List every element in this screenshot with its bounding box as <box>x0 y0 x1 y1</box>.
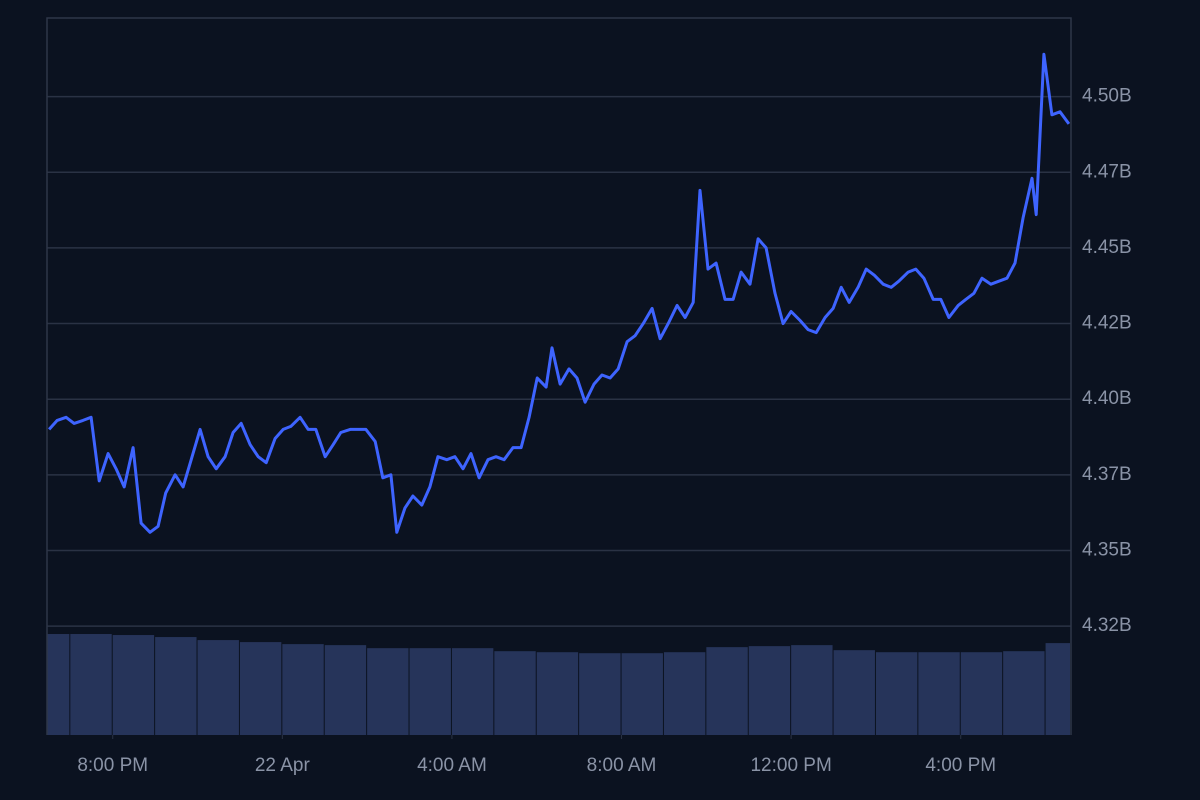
volume-bar <box>536 652 579 735</box>
volume-bar <box>451 648 494 735</box>
volume-bar <box>960 652 1003 735</box>
volume-bar <box>409 648 451 735</box>
volume-bar <box>1045 643 1070 735</box>
volume-bar <box>579 653 621 735</box>
volume-bar <box>367 648 409 735</box>
volume-bar <box>706 647 748 735</box>
x-tick-label: 22 Apr <box>255 755 311 776</box>
y-tick-label: 4.37B <box>1082 464 1132 485</box>
volume-bar <box>748 646 791 735</box>
x-tick-label: 4:00 AM <box>417 755 487 776</box>
x-tick-label: 8:00 AM <box>587 755 657 776</box>
volume-bar <box>1003 651 1045 735</box>
volume-bar <box>239 642 282 735</box>
volume-bar <box>47 634 70 735</box>
volume-bar <box>155 637 197 735</box>
volume-bar <box>875 652 918 735</box>
y-tick-label: 4.42B <box>1082 313 1132 334</box>
volume-bar <box>663 652 706 735</box>
y-tick-label: 4.40B <box>1082 388 1132 409</box>
x-tick-label: 8:00 PM <box>77 755 148 776</box>
plot-frame <box>46 17 1072 735</box>
x-tick-label: 4:00 PM <box>925 755 996 776</box>
y-tick-label: 4.50B <box>1082 86 1132 107</box>
volume-bar <box>918 652 960 735</box>
volume-bar <box>621 653 663 735</box>
y-tick-label: 4.35B <box>1082 539 1132 560</box>
volume-bar <box>282 644 324 735</box>
y-tick-label: 4.45B <box>1082 237 1132 258</box>
volume-bar <box>70 634 112 735</box>
volume-bar <box>494 651 536 735</box>
volume-bar <box>197 640 239 735</box>
x-tick-label: 12:00 PM <box>750 755 831 776</box>
price-line <box>47 52 1071 534</box>
volume-bar <box>324 645 367 735</box>
volume-bar <box>791 645 833 735</box>
y-tick-label: 4.47B <box>1082 161 1132 182</box>
volume-bar <box>833 650 875 735</box>
y-tick-label: 4.32B <box>1082 615 1132 636</box>
volume-bar <box>112 635 155 735</box>
